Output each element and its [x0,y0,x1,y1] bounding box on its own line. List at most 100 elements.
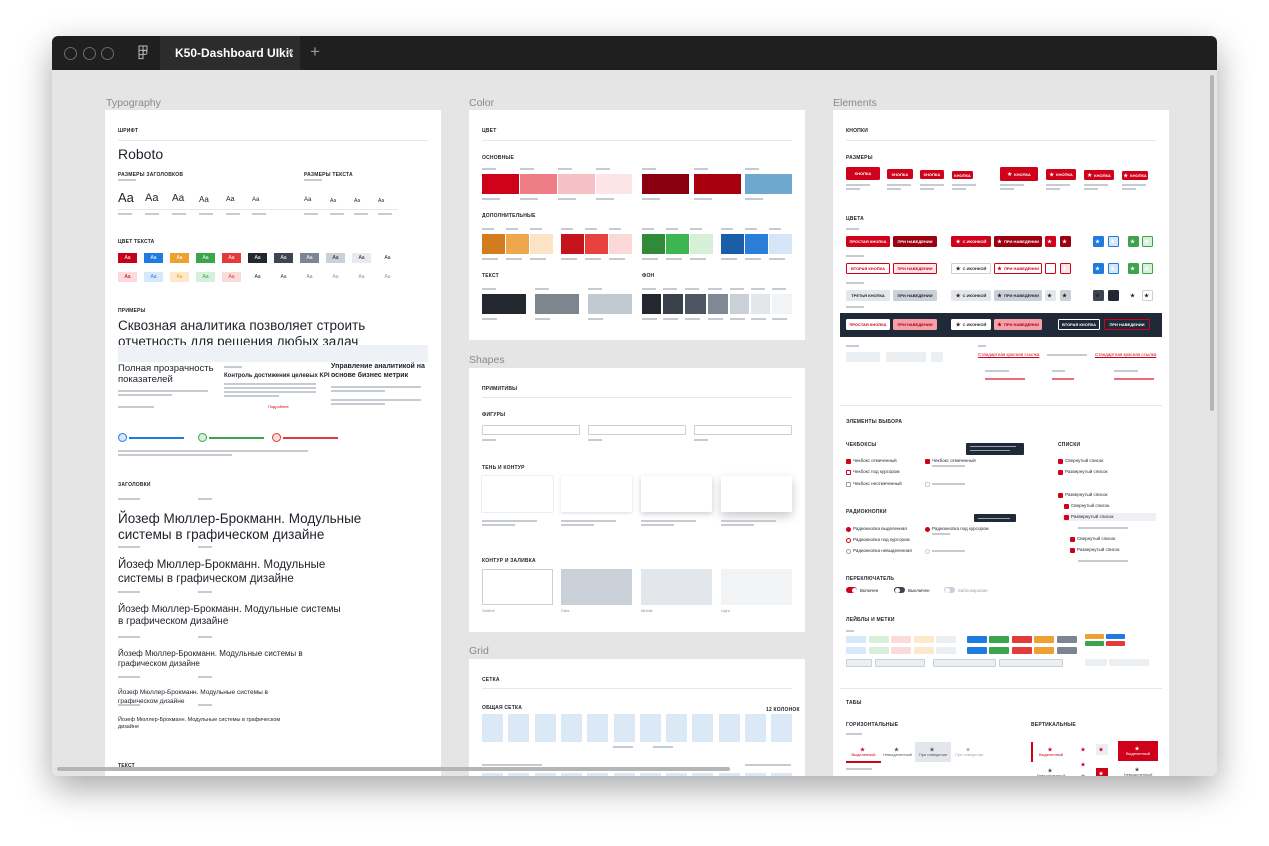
button[interactable]: ПРОСТАЯ КНОПКА [846,236,890,247]
checkbox [1058,492,1063,498]
window-close[interactable] [64,47,77,60]
text-placeholder [198,498,212,500]
text-placeholder [588,318,603,320]
section-label: ТЕНЬ И КОНТУР [482,465,525,471]
tab[interactable]: Выделенный [846,742,881,762]
radio-label: Радиокнопка под курсором [853,537,910,542]
icon-button [1093,236,1104,247]
figma-icon[interactable] [138,45,148,60]
button[interactable]: ПРИ НАВЕДЕНИИ [1104,319,1150,330]
button[interactable]: ПРИ НАВЕДЕНИИ [893,263,937,274]
button-label: ПРИ НАВЕДЕНИИ [1003,266,1040,271]
icon-tab [1096,744,1108,755]
size-sample: Aa [145,192,159,204]
text-placeholder [482,168,496,170]
button[interactable]: ВТОРАЯ КНОПКА [1058,319,1100,330]
tag [846,659,872,667]
vertical-scrollbar[interactable] [1210,75,1214,411]
button[interactable]: ПРИ НАВЕДЕНИИ [893,319,937,330]
color-chip: Aa [274,253,293,263]
grid-column [534,773,556,776]
tab[interactable]: Невыделенный [1031,763,1071,776]
button[interactable]: КНОПКА [846,167,880,180]
text-placeholder [745,764,791,766]
button[interactable]: КНОПКА [1122,171,1148,180]
color-chip: Aa [352,272,371,282]
new-tab[interactable]: + [310,42,320,61]
text-placeholder [118,591,140,593]
star-icon [1007,171,1013,177]
text-placeholder [985,378,1025,380]
text-placeholder [118,179,136,181]
text-placeholder [482,288,496,290]
grid-column [560,714,582,742]
tag [999,659,1063,667]
button[interactable]: ПРОСТАЯ КНОПКА [846,319,890,330]
star-icon [997,322,1002,327]
button[interactable]: ПРИ НАВЕДЕНИИ [994,236,1042,247]
icon-button [1128,236,1139,247]
text-placeholder [846,768,872,770]
tab[interactable]: Невыделенный [881,742,914,762]
grid-column [692,773,714,776]
button-label: С ИКОНКОЙ [962,266,987,271]
text-placeholder [482,764,542,766]
button[interactable]: ТРЕТЬЯ КНОПКА [846,290,890,301]
button[interactable]: С ИКОНКОЙ [951,236,991,247]
button[interactable]: КНОПКА [920,170,944,179]
button[interactable]: КНОПКА [952,171,973,179]
star-icon [1130,266,1135,271]
button[interactable]: КНОПКА [1084,170,1114,180]
button[interactable]: ПРИ НАВЕДЕНИИ [893,236,937,247]
fill-label: Outline [482,608,495,613]
section-label: ЧЕКБОКСЫ [846,442,877,448]
tab[interactable]: При наведении [952,742,986,762]
tab[interactable]: Выделенный [1031,742,1071,762]
tag [868,636,889,643]
color-swatch [482,174,519,194]
checkbox [1064,503,1069,509]
button[interactable]: С ИКОНКОЙ [951,263,991,274]
text-placeholder [920,188,935,190]
radio-label: Радиокнопка выделенная [853,526,907,531]
checkbox [846,458,851,464]
radio-label: Радиокнопка под курсором [932,526,989,531]
text-placeholder [642,318,657,320]
tab[interactable]: При наведении [915,742,951,762]
horizontal-scrollbar[interactable] [57,767,730,771]
tab-close[interactable]: × [286,44,295,60]
button[interactable]: ВТОРАЯ КНОПКА [846,263,890,274]
text-placeholder [772,318,787,320]
button[interactable]: С ИКОНКОЙ [951,319,991,330]
button[interactable]: КНОПКА [887,169,913,179]
text-placeholder [978,517,1010,519]
tab[interactable]: Выделенный [1118,741,1158,761]
star-icon [1144,239,1149,244]
grid-column [666,714,688,742]
window-zoom[interactable] [101,47,114,60]
section-label: 12 КОЛОНОК [766,707,800,713]
star-icon [1134,767,1140,772]
button[interactable]: ПРИ НАВЕДЕНИИ [994,263,1042,274]
star-icon [860,747,865,752]
button[interactable]: ПРИ НАВЕДЕНИИ [893,290,937,301]
button[interactable]: КНОПКА [1046,169,1076,180]
button-label: КНОПКА [1130,173,1147,178]
disabled-button [886,352,926,362]
button[interactable]: С ИКОНКОЙ [951,290,991,301]
text-placeholder [846,255,864,257]
button[interactable]: КНОПКА [1000,167,1038,181]
window-minimize[interactable] [83,47,96,60]
text-placeholder [721,258,737,260]
color-swatch [482,294,526,314]
button[interactable]: ПРИ НАВЕДЕНИИ [994,290,1042,301]
checkbox [925,481,930,487]
star-icon [1134,746,1140,751]
color-chip: Aa [118,253,137,263]
checkbox-label: Чекбокс неотмеченный [853,481,902,486]
tab[interactable]: Невыделенный [1118,762,1158,776]
file-tab[interactable]: K50-Dashboard UIkit × [160,36,300,70]
button[interactable]: ПРИ НАВЕДЕНИИ [994,319,1042,330]
section-label: ЦВЕТ ТЕКСТА [118,239,155,245]
